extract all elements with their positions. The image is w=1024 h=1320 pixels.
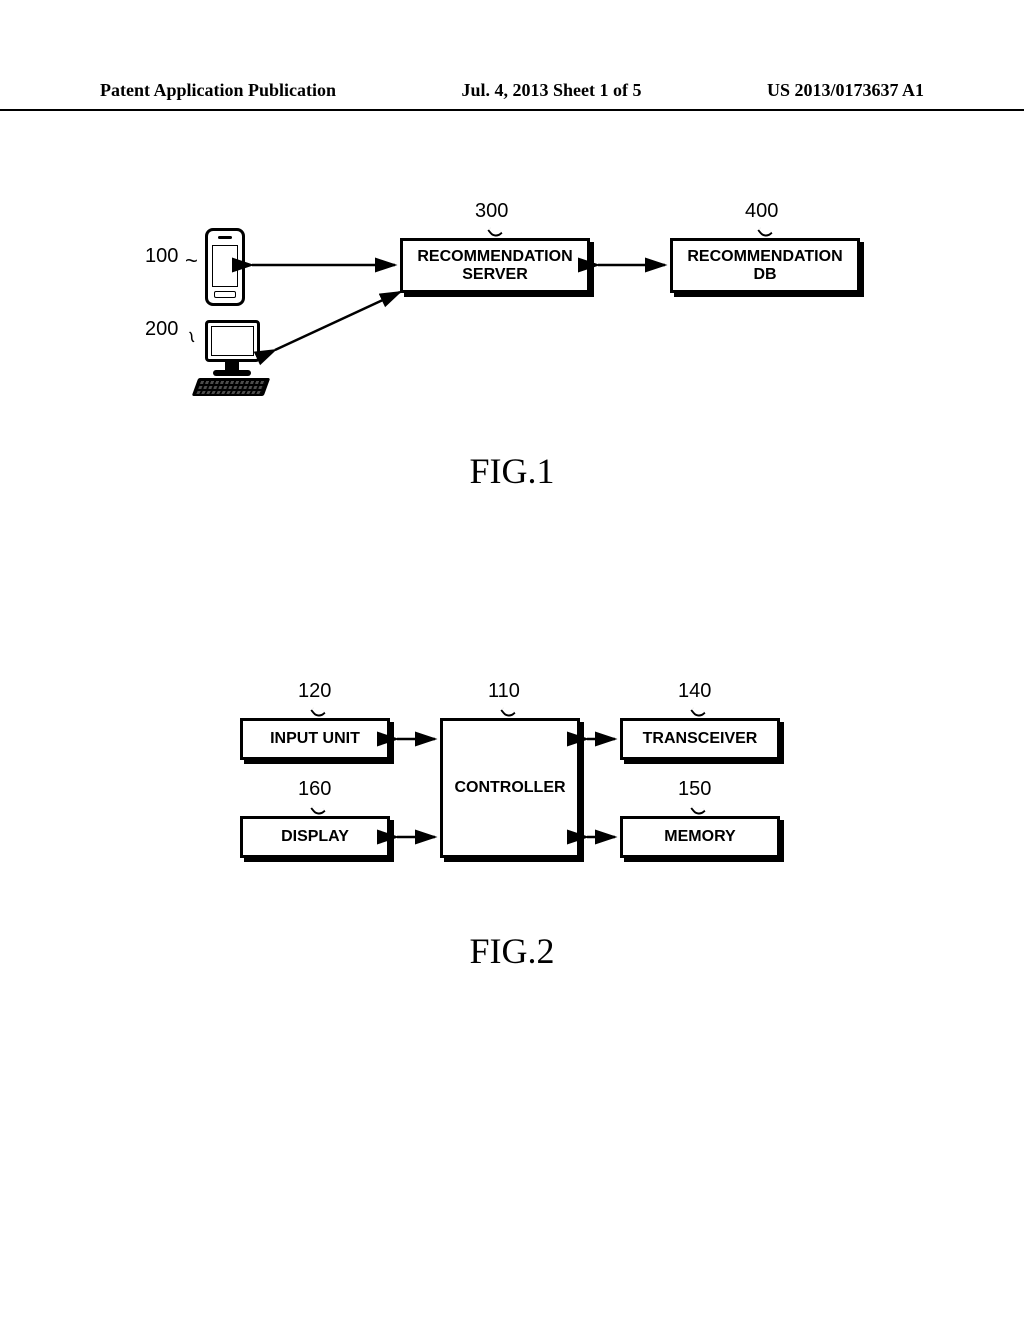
page-header: Patent Application Publication Jul. 4, 2… xyxy=(0,80,1024,111)
figure-1: 100 ~ 200 ~ 300 RECOMMENDATION SERVER 40… xyxy=(0,200,1024,510)
header-right: US 2013/0173637 A1 xyxy=(767,80,924,101)
fig2-caption: FIG.2 xyxy=(0,930,1024,972)
fig1-connectors xyxy=(0,200,1024,450)
fig1-caption: FIG.1 xyxy=(0,450,1024,492)
header-left: Patent Application Publication xyxy=(100,80,336,101)
fig2-connectors xyxy=(0,650,1024,910)
header-center: Jul. 4, 2013 Sheet 1 of 5 xyxy=(462,80,642,101)
figure-2: 120 110 140 160 150 INPUT UNIT DISPLAY C… xyxy=(0,650,1024,1000)
